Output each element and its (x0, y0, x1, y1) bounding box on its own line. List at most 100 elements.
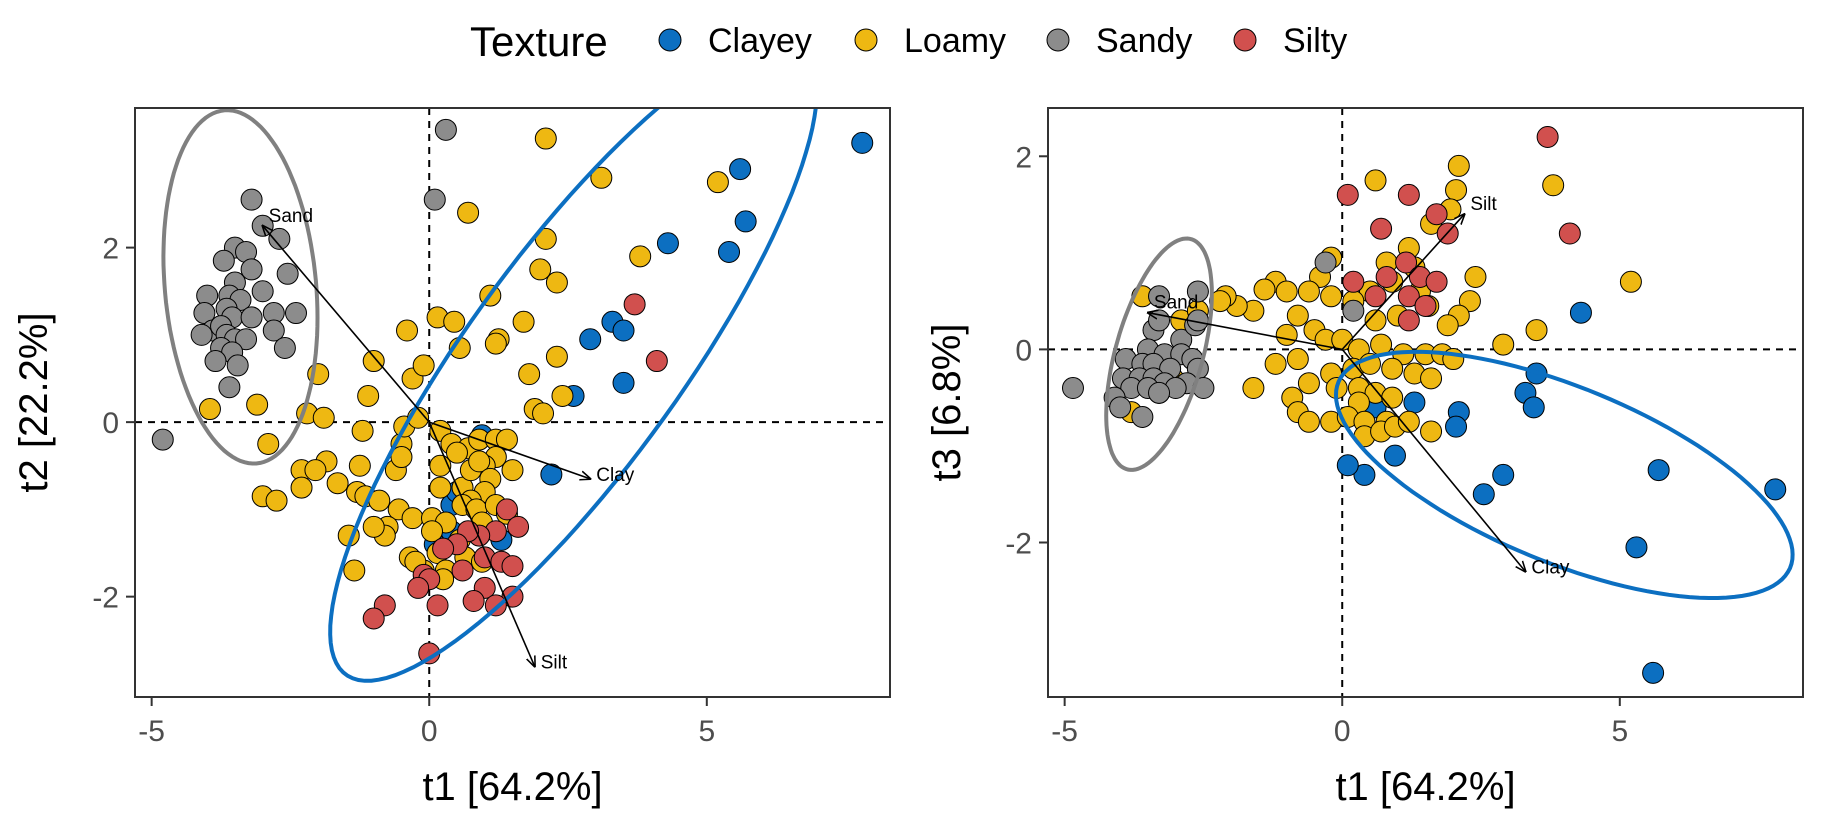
data-point-sandy (273, 336, 296, 359)
data-point-sandy (1148, 285, 1171, 308)
data-point-silty (1397, 285, 1420, 308)
data-point-loamy (1464, 265, 1487, 288)
data-point-sandy (1314, 251, 1337, 274)
y-axis: -2 0 2 t3 [6.8%] (925, 141, 1048, 561)
data-point-loamy (1447, 154, 1470, 177)
data-point-loamy (1492, 333, 1515, 356)
data-point-silty (1375, 265, 1398, 288)
data-point-loamy (532, 402, 555, 425)
legend-item-sandy: Sandy (1046, 22, 1192, 60)
plot-area: Sand Silt Clay (1048, 108, 1803, 697)
data-point-loamy (1420, 420, 1443, 443)
data-point-silty (1425, 270, 1448, 293)
loading-arrow (1341, 348, 1525, 571)
y-tick-label: -2 (1005, 528, 1032, 561)
data-point-loamy (246, 393, 269, 416)
loading-arrow (428, 421, 590, 479)
data-point-sandy (434, 118, 457, 141)
data-point-clayey (1764, 478, 1787, 501)
legend-item-loamy: Loamy (854, 22, 1006, 60)
data-point-silty (407, 576, 430, 599)
data-point-sandy (212, 249, 235, 272)
data-point-clayey (540, 463, 563, 486)
series-silty (1336, 125, 1581, 332)
data-point-silty (462, 590, 485, 613)
data-point-sandy (235, 328, 258, 351)
data-point-loamy (1209, 290, 1232, 313)
data-point-loamy (362, 350, 385, 373)
data-point-clayey (1642, 661, 1665, 684)
y-tick-label: 0 (1015, 334, 1032, 367)
data-point-loamy (1275, 280, 1298, 303)
confidence-ellipse-sandy (1104, 236, 1214, 472)
data-point-sandy (151, 428, 174, 451)
data-point-loamy (1320, 285, 1343, 308)
data-point-silty (1370, 217, 1393, 240)
data-point-sandy (1061, 377, 1084, 400)
data-point-loamy (198, 398, 221, 421)
data-point-loamy (396, 319, 419, 342)
confidence-ellipse-clayey (1333, 349, 1795, 600)
data-point-loamy (1264, 352, 1287, 375)
loading-sand: Sand (263, 206, 430, 423)
data-point-loamy (304, 459, 327, 482)
data-point-loamy (1364, 309, 1387, 332)
loading-arrow (263, 226, 430, 423)
data-point-loamy (421, 520, 444, 543)
data-point-loamy (390, 446, 413, 469)
panel-border (1047, 107, 1804, 698)
data-point-loamy (343, 559, 366, 582)
data-point-silty (623, 293, 646, 316)
data-point-loamy (1397, 410, 1420, 433)
data-point-clayey (1353, 463, 1376, 486)
data-point-sandy (276, 262, 299, 285)
data-point-sandy (1342, 299, 1365, 322)
data-point-loamy (1286, 348, 1309, 371)
data-point-silty (1425, 203, 1448, 226)
loading-label: Clay (596, 465, 635, 486)
legend-title: Texture (470, 18, 608, 65)
data-point-clayey (734, 210, 757, 233)
data-point-loamy (362, 515, 385, 538)
data-point-sandy (240, 188, 263, 211)
data-point-loamy (401, 507, 424, 530)
loading-label: Clay (1531, 557, 1570, 578)
data-point-sandy (204, 350, 227, 373)
data-point-silty (1397, 309, 1420, 332)
legend-key-sandy (1046, 28, 1070, 52)
data-point-sandy (1148, 381, 1171, 404)
loading-label: Sand (1154, 293, 1198, 314)
data-point-silty (1414, 294, 1437, 317)
y-axis-title: t3 [6.8%] (925, 324, 969, 482)
data-point-loamy (265, 489, 288, 512)
data-point-clayey (1647, 459, 1670, 482)
data-point-clayey (656, 232, 679, 255)
data-point-clayey (1472, 483, 1495, 506)
data-point-loamy (1619, 270, 1642, 293)
data-point-clayey (729, 158, 752, 181)
data-point-loamy (1381, 357, 1404, 380)
data-point-silty (1364, 285, 1387, 308)
data-point-loamy (326, 472, 349, 495)
legend-key-clayey (658, 28, 682, 52)
data-point-sandy (423, 188, 446, 211)
right-scatter-plot: Sand Silt Clay -5 0 5 t1 [64.2%] -2 0 2 t3 [6.8%] (925, 107, 1804, 809)
data-point-loamy (257, 432, 280, 455)
x-axis-title: t1 [64.2%] (1335, 765, 1515, 809)
data-point-loamy (1381, 386, 1404, 409)
x-axis: -5 0 5 t1 [64.2%] (138, 697, 715, 809)
loading-clay: Clay (428, 421, 635, 486)
data-point-loamy (1286, 304, 1309, 327)
confidence-ellipse-sandy (161, 108, 320, 466)
y-axis: -2 0 2 t2 [22.2%] (12, 233, 135, 615)
data-point-sandy (1186, 280, 1209, 303)
legend-key-loamy (854, 28, 878, 52)
data-point-clayey (1445, 415, 1468, 438)
data-point-loamy (457, 201, 480, 224)
data-point-sandy (226, 354, 249, 377)
x-tick-label: -5 (138, 715, 165, 748)
data-point-clayey (1522, 396, 1545, 419)
data-point-loamy (412, 354, 435, 377)
data-point-loamy (545, 271, 568, 294)
